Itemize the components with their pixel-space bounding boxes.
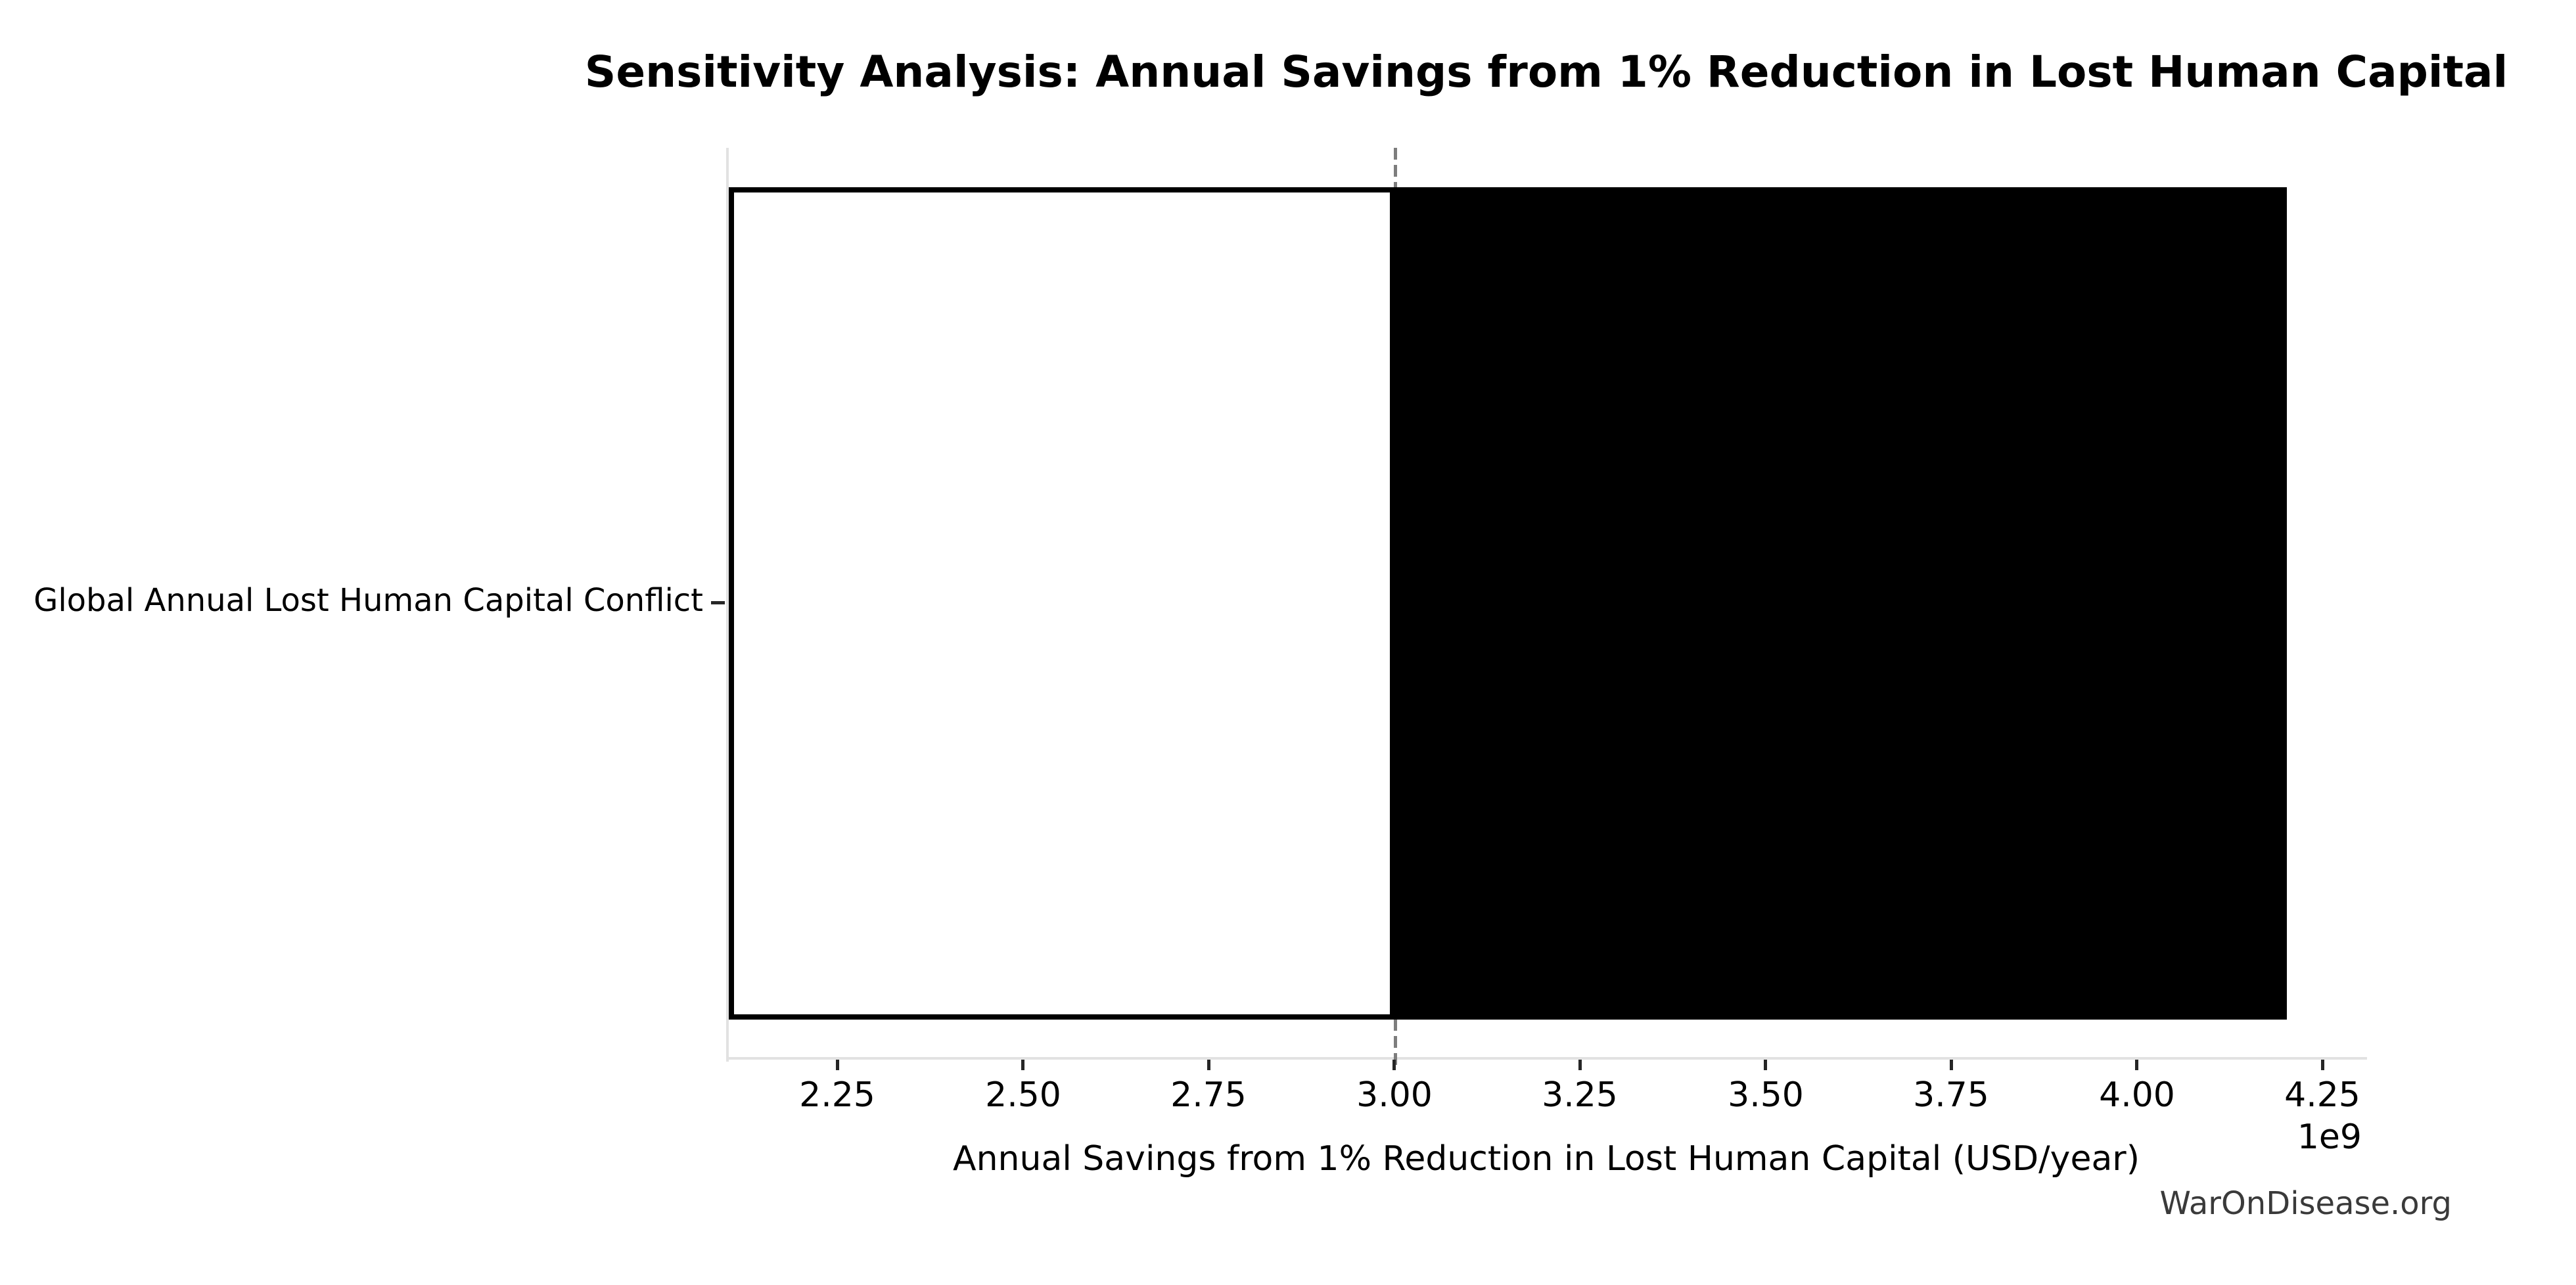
watermark-text: WarOnDisease.org [2159, 1185, 2452, 1222]
x-axis-spine [726, 1057, 2367, 1060]
x-tick-label: 2.50 [985, 1075, 1061, 1115]
x-tick-label: 4.25 [2284, 1075, 2360, 1115]
x-tick-label: 3.00 [1356, 1075, 1433, 1115]
x-tick-mark [2135, 1060, 2138, 1070]
y-axis-spine [726, 148, 729, 1062]
x-tick-mark [1764, 1060, 1767, 1070]
chart-title: Sensitivity Analysis: Annual Savings fro… [584, 47, 2508, 97]
x-tick-mark [1392, 1060, 1396, 1070]
x-tick-label: 3.25 [1542, 1075, 1618, 1115]
x-tick-mark [1578, 1060, 1582, 1070]
x-tick-mark [1207, 1060, 1210, 1070]
y-axis-category-label: Global Annual Lost Human Capital Conflic… [34, 582, 703, 619]
x-tick-label: 2.75 [1170, 1075, 1247, 1115]
x-tick-label: 3.75 [1913, 1075, 1989, 1115]
x-tick-label: 3.50 [1728, 1075, 1804, 1115]
x-axis-label: Annual Savings from 1% Reduction in Lost… [953, 1139, 2140, 1179]
x-tick-mark [1021, 1060, 1024, 1070]
x-tick-mark [836, 1060, 839, 1070]
x-tick-label: 2.25 [799, 1075, 875, 1115]
x-tick-mark [1950, 1060, 1953, 1070]
bar-segment-high [1395, 187, 2287, 1020]
x-axis-offset-label: 1e9 [2297, 1117, 2362, 1157]
x-tick-label: 4.00 [2099, 1075, 2175, 1115]
x-tick-mark [2321, 1060, 2324, 1070]
bar-segment-low [729, 187, 1395, 1020]
plot-area [726, 148, 2367, 1070]
y-tick-mark [711, 601, 725, 604]
